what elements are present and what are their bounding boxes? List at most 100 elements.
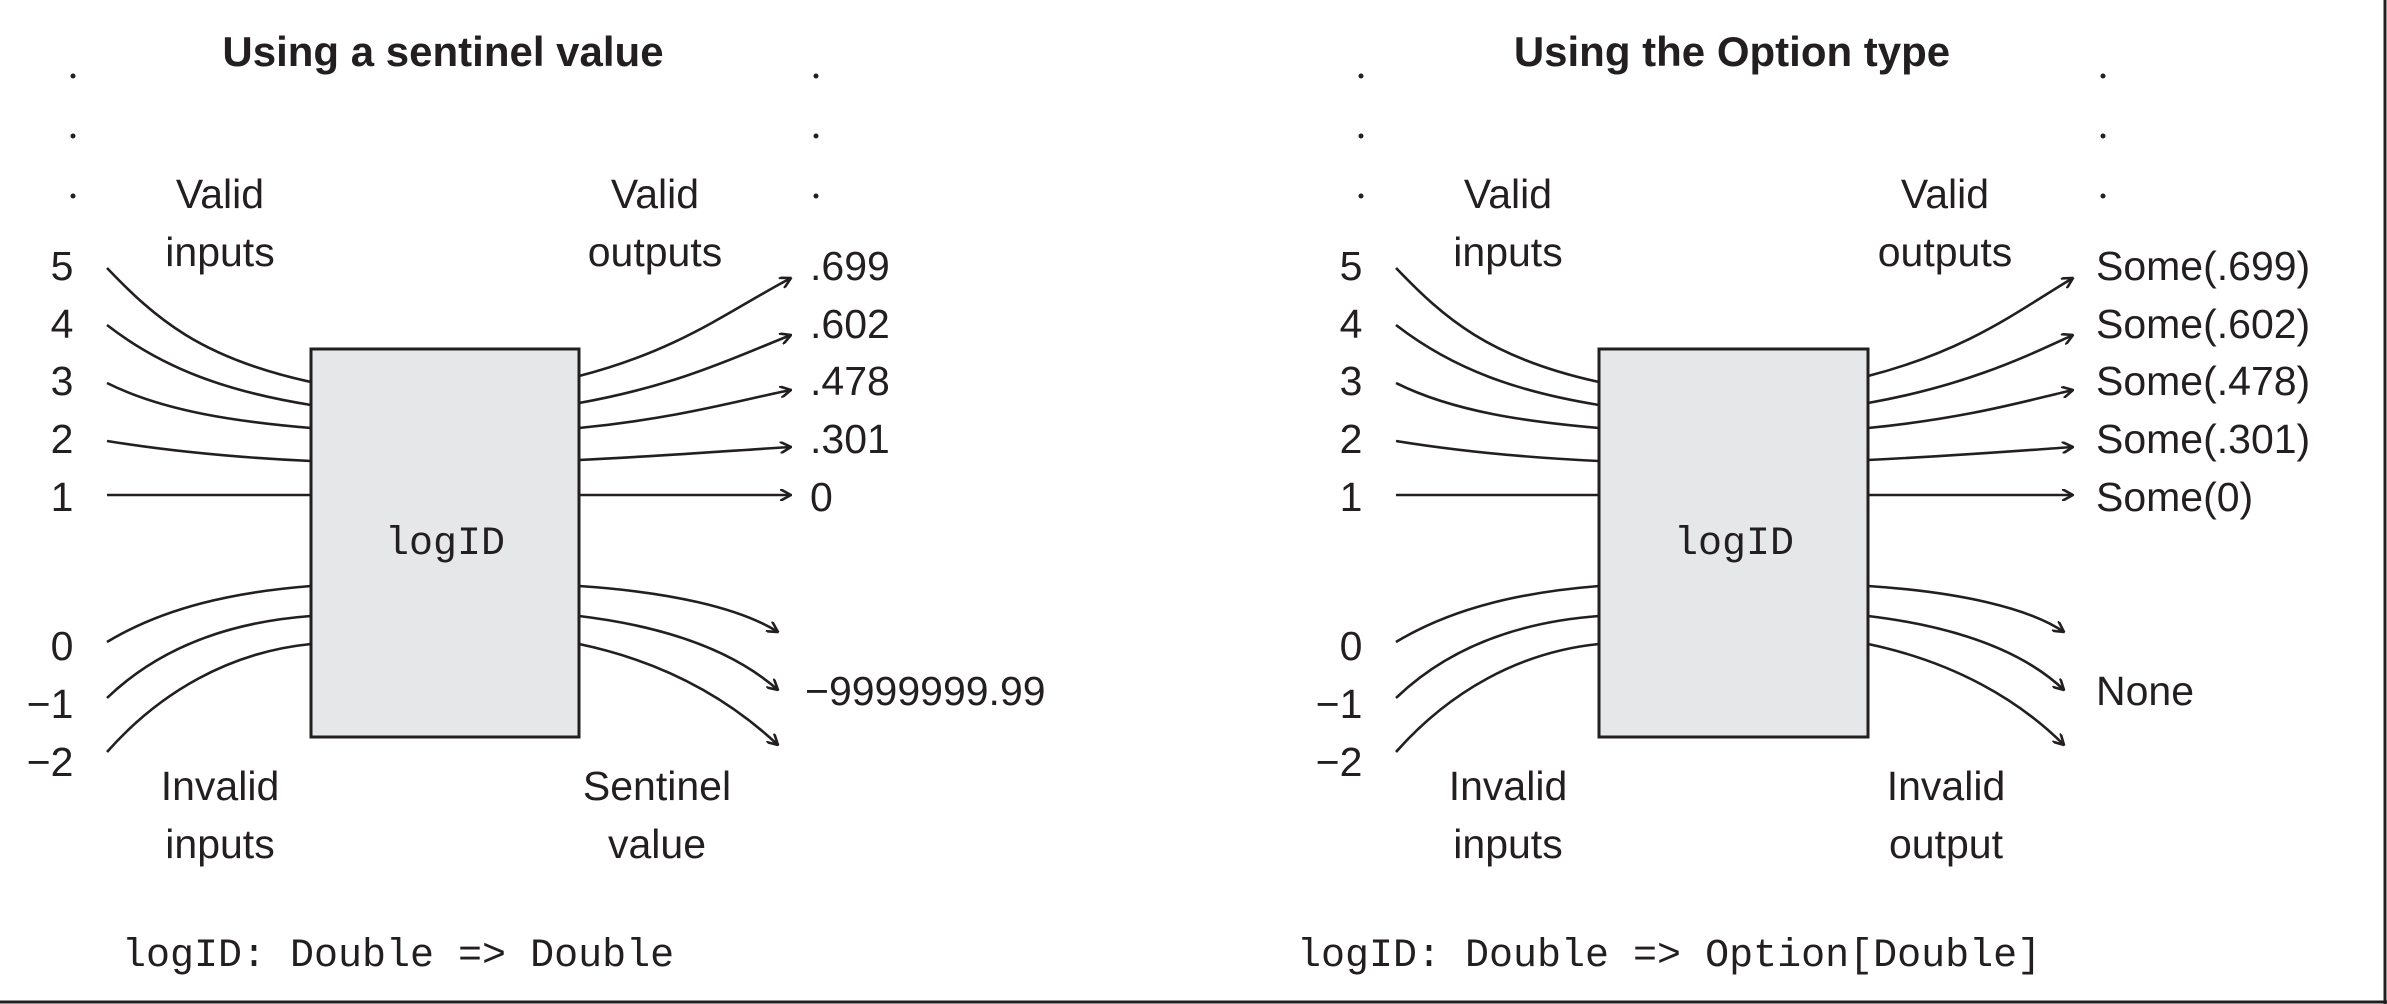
none-flow-arrow xyxy=(1867,642,2064,745)
output-value: .699 xyxy=(810,243,890,289)
valid-output-flows xyxy=(578,278,791,495)
output-value: .602 xyxy=(810,301,890,347)
input-value: 3 xyxy=(1340,358,1363,404)
option-panel: Using the Option type Valid inputs Valid… xyxy=(1297,28,2310,979)
output-flow-arrow xyxy=(1867,335,2073,405)
input-flow-line xyxy=(1395,439,1600,463)
invalid-input-value: −2 xyxy=(1316,739,1363,785)
panel-title: Using the Option type xyxy=(1514,28,1950,75)
invalid-inputs-label-line1: Invalid xyxy=(1449,763,1568,809)
output-flow-arrow xyxy=(578,390,791,430)
valid-output-values: .699 .602 .478 .301 0 xyxy=(810,243,890,520)
input-value: 2 xyxy=(51,416,74,462)
valid-outputs-label-line1: Valid xyxy=(611,171,699,217)
invalid-inputs-label-line2: inputs xyxy=(165,821,274,867)
invalid-inputs-label-line1: Invalid xyxy=(161,763,280,809)
valid-outputs-label-line2: outputs xyxy=(1878,229,2013,275)
ellipsis-dot xyxy=(70,193,76,199)
input-value: 1 xyxy=(51,474,74,520)
input-value: 4 xyxy=(1340,301,1363,347)
function-box xyxy=(309,347,581,739)
function-signature: logID: Double => Option[Double] xyxy=(1297,934,2041,979)
invalid-input-values: 0 −1 −2 xyxy=(27,623,74,785)
input-flow-line xyxy=(106,439,312,463)
invalid-output-label-line1: Invalid xyxy=(1887,763,2006,809)
valid-inputs-label-line2: inputs xyxy=(1453,229,1562,275)
ellipsis-dot xyxy=(1358,133,1364,139)
input-flow-line xyxy=(1395,267,1600,384)
sentinel-flow-arrow xyxy=(578,584,778,632)
valid-input-flows xyxy=(106,267,312,497)
input-flow-line xyxy=(1395,381,1600,430)
valid-input-values: 5 4 3 2 1 xyxy=(51,243,74,520)
invalid-output-flows xyxy=(578,584,778,745)
ellipsis-dot xyxy=(70,73,76,79)
invalid-input-value: 0 xyxy=(1340,623,1363,669)
input-value: 1 xyxy=(1340,474,1363,520)
ellipsis-dot xyxy=(1358,73,1364,79)
output-value: .301 xyxy=(810,416,890,462)
sentinel-label-line2: value xyxy=(608,821,706,867)
input-value: 5 xyxy=(1340,243,1363,289)
valid-inputs-label-line2: inputs xyxy=(165,229,274,275)
input-value: 2 xyxy=(1340,416,1363,462)
output-flow-arrow xyxy=(1867,278,2073,378)
output-flow-arrow xyxy=(1867,447,2073,462)
valid-inputs-label-line1: Valid xyxy=(1464,171,1552,217)
invalid-input-value: 0 xyxy=(51,623,74,669)
input-flow-line xyxy=(106,323,312,407)
ellipsis-dots-left xyxy=(70,73,76,199)
none-flow-arrow xyxy=(1867,584,2064,632)
output-flow-arrow xyxy=(578,335,791,405)
ellipsis-dots-left xyxy=(1358,73,1364,199)
output-flow-arrow xyxy=(578,447,791,462)
invalid-inputs-label-line2: inputs xyxy=(1453,821,1562,867)
ellipsis-dots-right xyxy=(2100,73,2106,199)
sentinel-label-line1: Sentinel xyxy=(583,763,731,809)
none-flow-arrow xyxy=(1867,614,2064,690)
invalid-input-flows xyxy=(1395,584,1600,753)
input-flow-line xyxy=(1395,584,1600,644)
output-flow-arrow xyxy=(578,278,791,378)
output-value: Some(.301) xyxy=(2096,416,2310,462)
input-flow-line xyxy=(1395,642,1600,753)
invalid-output-flows xyxy=(1867,584,2064,745)
output-value: Some(0) xyxy=(2096,474,2253,520)
sentinel-panel: Using a sentinel value Valid inputs Vali… xyxy=(27,28,1046,979)
input-flow-line xyxy=(106,381,312,430)
input-flow-line xyxy=(106,642,312,753)
valid-output-values: Some(.699) Some(.602) Some(.478) Some(.3… xyxy=(2096,243,2310,520)
input-value: 5 xyxy=(51,243,74,289)
valid-input-flows xyxy=(1395,267,1600,497)
valid-outputs-label-line1: Valid xyxy=(1901,171,1989,217)
function-box xyxy=(1597,347,1870,739)
sentinel-flow-arrow xyxy=(578,642,778,745)
none-value: None xyxy=(2096,668,2194,714)
ellipsis-dot xyxy=(813,73,819,79)
input-flow-line xyxy=(1395,614,1600,699)
valid-outputs-label-line2: outputs xyxy=(588,229,723,275)
sentinel-value: −9999999.99 xyxy=(805,668,1046,714)
output-value: 0 xyxy=(810,474,833,520)
ellipsis-dot xyxy=(2100,73,2106,79)
input-flow-line xyxy=(106,267,312,384)
ellipsis-dot xyxy=(2100,133,2106,139)
output-value: .478 xyxy=(810,358,890,404)
function-signature: logID: Double => Double xyxy=(122,934,674,979)
input-value: 4 xyxy=(51,301,74,347)
ellipsis-dot xyxy=(70,133,76,139)
function-name: logID xyxy=(1674,522,1794,567)
invalid-input-flows xyxy=(106,584,312,753)
invalid-input-values: 0 −1 −2 xyxy=(1316,623,1363,785)
invalid-input-value: −1 xyxy=(27,681,74,727)
panel-title: Using a sentinel value xyxy=(222,28,663,75)
valid-input-values: 5 4 3 2 1 xyxy=(1340,243,1363,520)
input-flow-line xyxy=(106,584,312,644)
input-value: 3 xyxy=(51,358,74,404)
valid-inputs-label-line1: Valid xyxy=(176,171,264,217)
output-flow-arrow xyxy=(1867,390,2073,430)
sentinel-flow-arrow xyxy=(578,614,778,690)
function-name: logID xyxy=(385,522,505,567)
ellipsis-dots-right xyxy=(813,73,819,199)
